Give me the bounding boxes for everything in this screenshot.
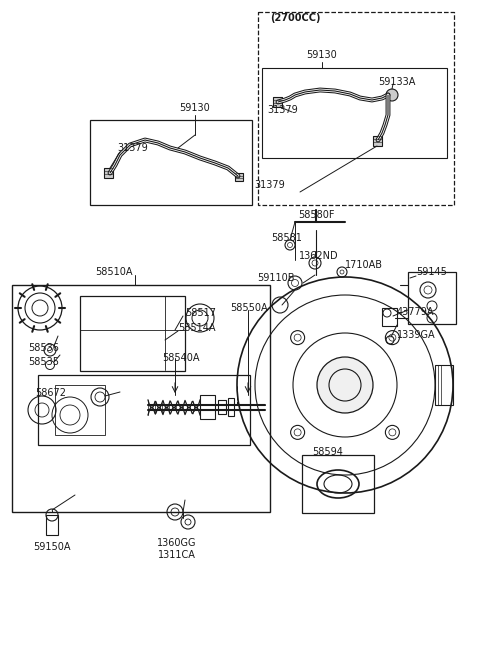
Text: 58581: 58581 xyxy=(271,233,302,243)
Bar xyxy=(46,515,58,535)
Text: 59130: 59130 xyxy=(307,50,337,60)
Bar xyxy=(228,398,234,416)
Bar xyxy=(373,136,382,146)
Bar xyxy=(382,308,397,326)
Text: 58540A: 58540A xyxy=(162,353,200,363)
Text: 58672: 58672 xyxy=(35,388,66,398)
Bar xyxy=(262,68,447,158)
Bar xyxy=(218,400,226,414)
Bar xyxy=(55,385,105,435)
Text: 58535: 58535 xyxy=(28,357,59,367)
Bar xyxy=(12,285,270,512)
Text: 58517: 58517 xyxy=(185,308,216,318)
Bar xyxy=(258,12,454,205)
Text: 59110B: 59110B xyxy=(257,273,295,283)
Text: 31379: 31379 xyxy=(254,180,286,190)
Text: 58514A: 58514A xyxy=(178,323,216,333)
Text: 58550A: 58550A xyxy=(230,303,268,313)
Bar xyxy=(435,365,453,405)
Bar xyxy=(408,272,456,324)
Bar xyxy=(80,296,185,371)
Circle shape xyxy=(317,357,373,413)
Bar xyxy=(302,455,374,513)
Text: 1360GG: 1360GG xyxy=(157,538,197,548)
Text: 1311CA: 1311CA xyxy=(158,550,196,560)
Text: 43779A: 43779A xyxy=(397,307,434,317)
Text: 58510A: 58510A xyxy=(95,267,132,277)
Text: 31379: 31379 xyxy=(117,143,148,153)
Bar xyxy=(90,120,252,205)
Text: 31379: 31379 xyxy=(267,105,298,115)
Bar xyxy=(200,395,215,419)
Text: 58580F: 58580F xyxy=(298,210,334,220)
Text: 59145: 59145 xyxy=(416,267,447,277)
Text: 59130: 59130 xyxy=(180,103,210,113)
Text: 1362ND: 1362ND xyxy=(299,251,338,261)
Text: 1339GA: 1339GA xyxy=(397,330,436,340)
Text: 59133A: 59133A xyxy=(378,77,415,87)
Text: 58594: 58594 xyxy=(312,447,343,457)
Bar xyxy=(104,168,113,178)
Text: (2700CC): (2700CC) xyxy=(270,13,321,23)
Bar xyxy=(235,173,243,181)
Circle shape xyxy=(386,89,398,101)
Bar xyxy=(273,97,282,107)
Bar xyxy=(38,375,250,445)
Text: 58536: 58536 xyxy=(28,343,59,353)
Text: 59150A: 59150A xyxy=(33,542,71,552)
Text: 1710AB: 1710AB xyxy=(345,260,383,270)
